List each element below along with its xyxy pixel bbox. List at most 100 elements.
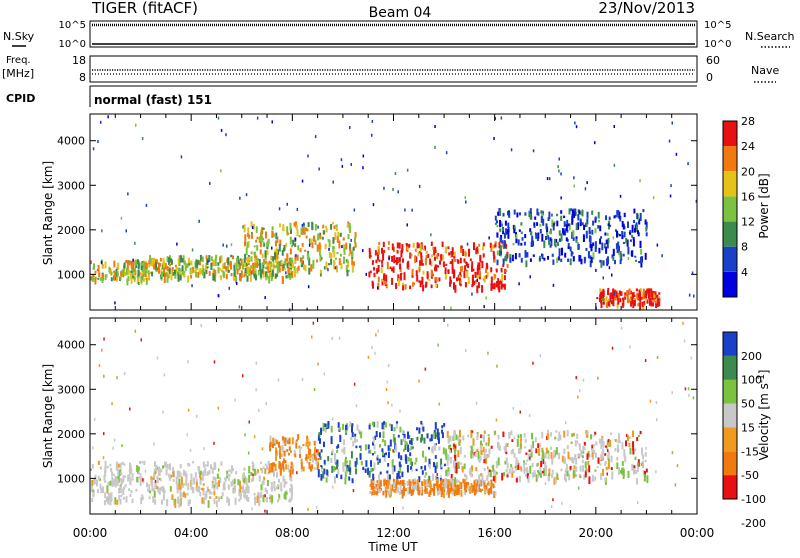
noise-cell <box>107 115 109 119</box>
data-cell <box>416 242 419 249</box>
data-cell <box>426 479 429 488</box>
data-cell <box>266 467 269 470</box>
data-cell <box>520 468 523 472</box>
noise-cell <box>656 418 658 422</box>
data-cell <box>243 224 246 233</box>
data-cell <box>258 475 261 482</box>
data-cell <box>152 477 155 480</box>
data-cell <box>273 462 276 467</box>
data-cell <box>261 268 264 273</box>
data-cell <box>639 240 642 248</box>
data-cell <box>368 424 371 430</box>
data-cell <box>536 470 539 473</box>
data-cell <box>428 475 431 482</box>
data-cell <box>637 303 640 307</box>
data-cell <box>633 219 635 223</box>
data-cell <box>288 469 291 473</box>
noise-cell <box>144 469 147 473</box>
data-cell <box>585 468 588 472</box>
data-cell <box>230 273 233 277</box>
data-cell <box>617 233 620 236</box>
data-cell <box>135 488 138 492</box>
data-cell <box>269 269 271 278</box>
noise-cell <box>402 506 404 510</box>
noise-cell <box>532 149 535 153</box>
data-cell <box>239 485 242 493</box>
data-cell <box>117 463 120 468</box>
data-cell <box>374 435 377 440</box>
data-cell <box>404 444 407 450</box>
data-cell <box>92 491 95 498</box>
data-cell <box>272 233 275 238</box>
data-cell <box>533 225 536 228</box>
data-cell <box>171 268 174 276</box>
data-cell <box>434 443 437 446</box>
noise-cell <box>540 306 543 310</box>
data-cell <box>247 266 250 275</box>
data-cell <box>574 440 577 447</box>
data-cell <box>407 486 410 495</box>
data-cell <box>245 477 248 486</box>
data-cell <box>481 434 484 439</box>
data-cell <box>622 297 625 301</box>
data-cell <box>275 486 278 490</box>
data-cell <box>236 268 239 275</box>
data-cell <box>494 491 497 496</box>
data-cell <box>378 485 381 490</box>
velocity-colorbar-tick: 50 <box>741 398 755 411</box>
data-cell <box>182 255 185 263</box>
data-cell <box>403 272 406 281</box>
noise-cell <box>671 451 674 455</box>
noise-cell <box>103 337 105 341</box>
data-cell <box>238 262 240 265</box>
data-cell <box>284 440 287 446</box>
noise-cell <box>102 456 105 460</box>
data-cell <box>563 448 566 454</box>
data-cell <box>136 477 139 483</box>
data-cell <box>603 297 606 302</box>
data-cell <box>631 224 634 233</box>
noise-cell <box>220 169 222 173</box>
data-cell <box>244 495 247 500</box>
data-cell <box>277 484 280 490</box>
data-cell <box>454 445 457 449</box>
data-cell <box>528 449 531 453</box>
data-cell <box>267 241 269 247</box>
data-cell <box>487 454 490 458</box>
data-cell <box>109 480 112 486</box>
data-cell <box>571 457 574 463</box>
data-cell <box>306 460 309 464</box>
data-cell <box>505 269 508 272</box>
noise-cell <box>475 401 478 405</box>
data-cell <box>293 266 296 273</box>
data-cell <box>324 243 327 250</box>
data-cell <box>379 444 381 448</box>
data-cell <box>635 288 638 292</box>
data-cell <box>183 261 186 265</box>
data-cell <box>615 291 618 298</box>
data-cell <box>246 275 249 282</box>
noise-cell <box>101 488 104 491</box>
noise-cell <box>307 154 309 158</box>
data-cell <box>420 252 423 258</box>
data-cell <box>148 484 151 492</box>
data-cell <box>574 474 577 478</box>
data-cell <box>617 300 620 305</box>
data-cell <box>541 254 544 260</box>
data-cell <box>174 264 177 268</box>
noise-cell <box>526 475 529 479</box>
data-cell <box>405 441 408 444</box>
noise-cell <box>222 243 224 247</box>
data-cell <box>376 268 379 274</box>
data-cell <box>524 473 527 477</box>
data-cell <box>308 267 311 275</box>
noise-cell <box>97 140 99 143</box>
noise-cell <box>252 473 254 477</box>
noise-cell <box>307 285 310 289</box>
data-cell <box>92 274 95 278</box>
data-cell <box>597 225 600 229</box>
data-cell <box>445 491 448 496</box>
data-cell <box>540 210 543 214</box>
data-cell <box>430 284 433 289</box>
data-cell <box>253 469 256 472</box>
